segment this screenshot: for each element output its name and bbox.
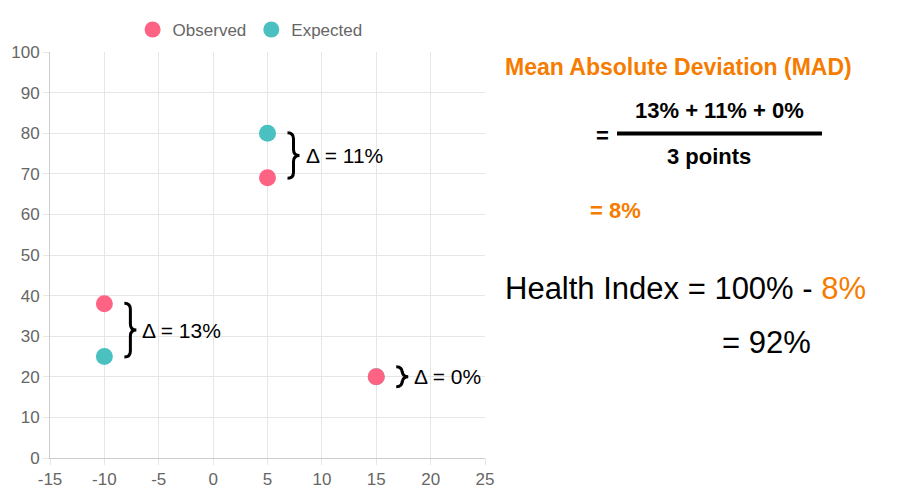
svg-text:Δ = 13%: Δ = 13% bbox=[142, 319, 221, 342]
svg-text:0: 0 bbox=[30, 449, 39, 468]
svg-text:Δ = 11%: Δ = 11% bbox=[306, 144, 383, 167]
svg-text:15: 15 bbox=[367, 470, 386, 489]
svg-text:Observed: Observed bbox=[173, 21, 247, 40]
svg-text:25: 25 bbox=[476, 470, 495, 489]
svg-text:Expected: Expected bbox=[291, 21, 362, 40]
svg-text:20: 20 bbox=[21, 368, 40, 387]
svg-text:-10: -10 bbox=[92, 470, 117, 489]
svg-text:13% + 11% + 0%: 13% + 11% + 0% bbox=[635, 98, 804, 123]
svg-text:-15: -15 bbox=[38, 470, 63, 489]
svg-text:10: 10 bbox=[21, 408, 40, 427]
svg-text:90: 90 bbox=[21, 84, 40, 103]
svg-text:= 92%: = 92% bbox=[722, 325, 811, 360]
svg-text:5: 5 bbox=[263, 470, 272, 489]
svg-text:-5: -5 bbox=[151, 470, 166, 489]
svg-text:80: 80 bbox=[21, 124, 40, 143]
svg-text:20: 20 bbox=[421, 470, 440, 489]
svg-text:60: 60 bbox=[21, 205, 40, 224]
svg-text:Δ = 0%: Δ = 0% bbox=[414, 365, 481, 388]
svg-text:10: 10 bbox=[312, 470, 331, 489]
svg-text:40: 40 bbox=[21, 287, 40, 306]
svg-text:70: 70 bbox=[21, 165, 40, 184]
svg-text:100: 100 bbox=[11, 43, 39, 62]
svg-text:0: 0 bbox=[208, 470, 217, 489]
svg-text:=: = bbox=[596, 123, 609, 148]
svg-text:Mean Absolute Deviation (MAD): Mean Absolute Deviation (MAD) bbox=[505, 54, 852, 80]
svg-text:3 points: 3 points bbox=[667, 144, 751, 169]
svg-text:30: 30 bbox=[21, 327, 40, 346]
svg-text:Health Index = 100% - 8%: Health Index = 100% - 8% bbox=[505, 271, 866, 306]
svg-text:= 8%: = 8% bbox=[590, 198, 641, 223]
svg-text:50: 50 bbox=[21, 246, 40, 265]
